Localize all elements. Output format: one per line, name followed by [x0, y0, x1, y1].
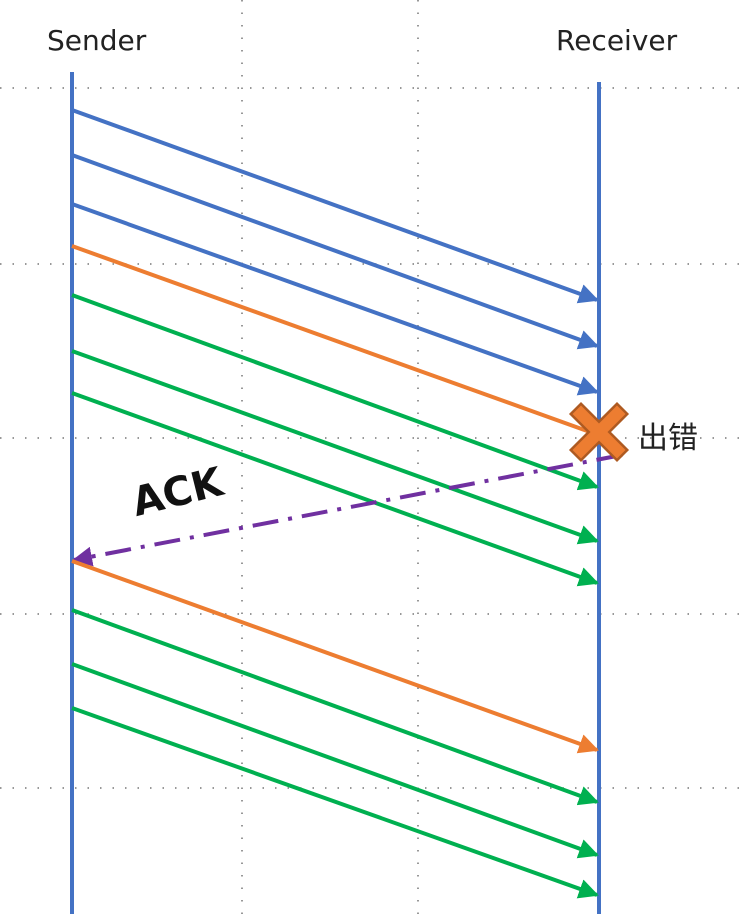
- discarded-packet-arrow: [71, 349, 599, 545]
- cross-icon-stroke: [572, 405, 626, 459]
- retransmitted-packet-arrow: [71, 559, 599, 754]
- initial-packet-arrow: [71, 108, 599, 304]
- discarded-packet-arrow: [71, 293, 599, 491]
- error-label: 出错: [638, 421, 698, 456]
- messages: [71, 108, 623, 899]
- discarded-packet-arrow: [71, 391, 599, 587]
- initial-packet-arrow: [71, 202, 599, 396]
- timelines: [70, 72, 601, 914]
- sender-label: Sender: [47, 24, 147, 57]
- cross-icon: [568, 401, 630, 463]
- ack-arrow: [72, 453, 623, 567]
- retransmitted-packet-arrow: [71, 244, 591, 434]
- discarded-packet-arrow: [71, 706, 599, 899]
- initial-packet-arrow: [71, 153, 599, 350]
- receiver-label: Receiver: [556, 24, 678, 57]
- discarded-packet-arrow: [71, 662, 599, 859]
- discarded-packet-arrow: [71, 608, 599, 806]
